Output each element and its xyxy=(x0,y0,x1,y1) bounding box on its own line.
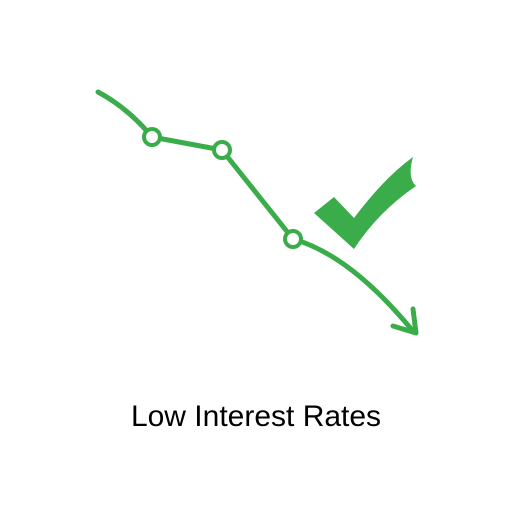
trend-point-1 xyxy=(142,127,162,147)
caption-title: Low Interest Rates xyxy=(130,400,382,433)
trend-point-3 xyxy=(283,229,303,249)
declining-trend-line-icon xyxy=(95,89,419,336)
arrow-head xyxy=(390,306,419,336)
checkmark-icon xyxy=(314,157,416,249)
trend-point-2 xyxy=(212,140,232,160)
